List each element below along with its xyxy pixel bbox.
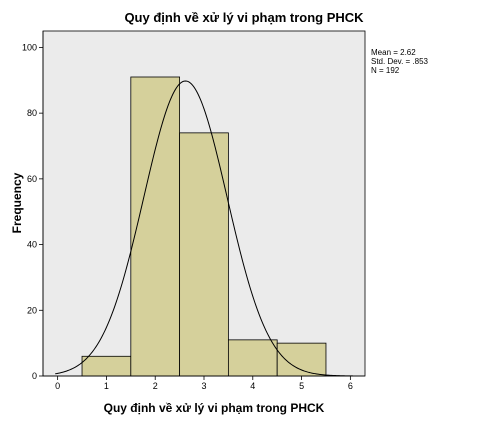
y-tick-label-1: 20 xyxy=(27,305,37,315)
bars-layer xyxy=(81,76,327,377)
histogram-bar-1 xyxy=(81,355,132,377)
stats-line-2: Std. Dev. = .853 xyxy=(371,57,429,66)
stats-line-1: Mean = 2.62 xyxy=(371,48,416,57)
chart-title: Quy định về xử lý vi phạm trong PHCK xyxy=(124,10,364,25)
histogram-bar-4 xyxy=(227,339,278,377)
x-axis-label: Quy định về xử lý vi phạm trong PHCK xyxy=(104,401,325,415)
x-tick-label-1: 1 xyxy=(104,381,109,391)
axis-layer: 0 20 40 60 80 100 0 1 2 3 4 5 6 xyxy=(22,31,365,391)
x-tick-label-5: 5 xyxy=(299,381,304,391)
histogram-bar-3 xyxy=(179,132,229,377)
x-tick-label-6: 6 xyxy=(348,381,353,391)
stats-line-3: N = 192 xyxy=(371,66,400,75)
y-tick-label-2: 40 xyxy=(27,240,37,250)
y-tick-label-0: 0 xyxy=(32,371,37,381)
normal-curve xyxy=(55,80,353,377)
y-axis-label: Frequency xyxy=(10,172,24,233)
histogram-bar-2 xyxy=(130,76,181,377)
x-tick-label-2: 2 xyxy=(153,381,158,391)
x-tick-label-3: 3 xyxy=(201,381,206,391)
x-tick-label-4: 4 xyxy=(250,381,255,391)
y-tick-label-3: 60 xyxy=(27,174,37,184)
y-tick-label-4: 80 xyxy=(27,108,37,118)
curve-layer xyxy=(55,80,353,377)
histogram-bar-5 xyxy=(276,342,327,377)
x-tick-label-0: 0 xyxy=(55,381,60,391)
y-tick-label-5: 100 xyxy=(22,42,37,52)
